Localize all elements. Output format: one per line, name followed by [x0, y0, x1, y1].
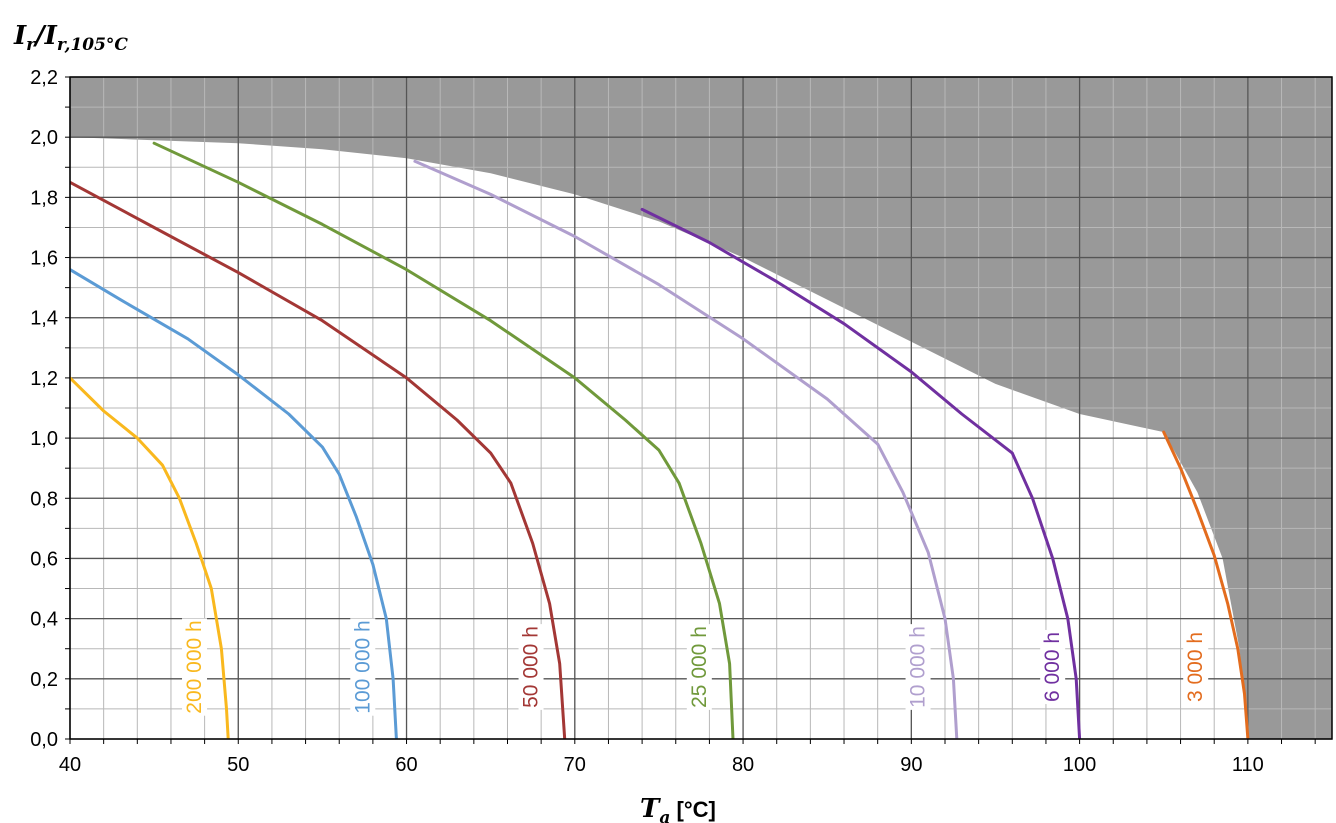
y-tick-label: 1,2: [30, 368, 58, 390]
y-axis-label: Ir/Ir,105°C: [13, 21, 128, 55]
y-tick-label: 0,4: [30, 609, 58, 631]
series-line: [1162, 430, 1250, 739]
y-label-main2: I: [44, 21, 58, 51]
x-ticks: 40 50 60 70 80 90 100 110: [59, 739, 1316, 776]
x-label-main: T: [640, 794, 661, 823]
series-label-bg: [1040, 629, 1066, 705]
series-label-bg: [686, 624, 712, 710]
x-tick-label: 70: [564, 754, 586, 776]
y-tick-label: 0,6: [30, 548, 58, 570]
series-line: [70, 180, 567, 739]
y-tick-label: 0,0: [30, 729, 58, 751]
y-ticks: 0,0 0,2 0,4 0,6 0,8 1,0 1,2 1,4 1,6 1,8 2,0 2,2: [30, 67, 70, 751]
y-tick-label: 2,0: [30, 127, 58, 149]
series-label: 200 000 h: [183, 620, 206, 713]
y-tick-label: 2,2: [30, 67, 58, 89]
series-line: [640, 207, 1082, 739]
series-label: 3 000 h: [1184, 632, 1207, 702]
y-label-slash: /: [32, 21, 47, 51]
series-label: 100 000 h: [351, 620, 374, 713]
x-tick-label: 100: [1063, 754, 1096, 776]
series-line: [152, 141, 735, 739]
x-tick-label: 50: [227, 754, 249, 776]
y-label-sub1: r: [26, 35, 36, 55]
series-label-bg: [182, 618, 208, 716]
series-label: 10 000 h: [907, 626, 930, 708]
series-line: [70, 376, 230, 739]
x-tick-label: 80: [732, 754, 754, 776]
x-tick-label: 110: [1232, 754, 1264, 776]
y-tick-label: 0,2: [30, 669, 58, 691]
series-line: [70, 268, 398, 739]
x-tick-label: 90: [900, 754, 922, 776]
series-label: 6 000 h: [1041, 632, 1064, 702]
y-label-main: I: [13, 21, 27, 51]
y-tick-label: 0,8: [30, 488, 58, 510]
curve-labels: 200 000 h 100 000 h 50 000 h 25 000 h 10 000…: [182, 618, 1209, 716]
curves: [70, 141, 1250, 739]
x-label-sub: a: [659, 808, 670, 823]
series-label-bg: [905, 624, 931, 710]
y-tick-label: 1,4: [30, 308, 58, 330]
shaded-region: [70, 77, 1332, 739]
x-tick-label: 60: [395, 754, 417, 776]
y-label-sub2: r,105°C: [57, 35, 129, 55]
series-label-bg: [1183, 629, 1209, 705]
series-line: [413, 159, 959, 739]
y-tick-label: 1,8: [30, 187, 58, 209]
y-tick-label: 1,6: [30, 248, 58, 270]
series-label-bg: [518, 624, 544, 710]
x-axis-label: Ta [°C]: [640, 794, 716, 823]
series-label: 50 000 h: [520, 626, 543, 708]
x-label-unit: [°C]: [670, 797, 715, 822]
x-tick-label: 40: [59, 754, 81, 776]
y-tick-label: 1,0: [30, 428, 58, 450]
series-label: 25 000 h: [688, 626, 711, 708]
series-label-bg: [350, 618, 376, 716]
